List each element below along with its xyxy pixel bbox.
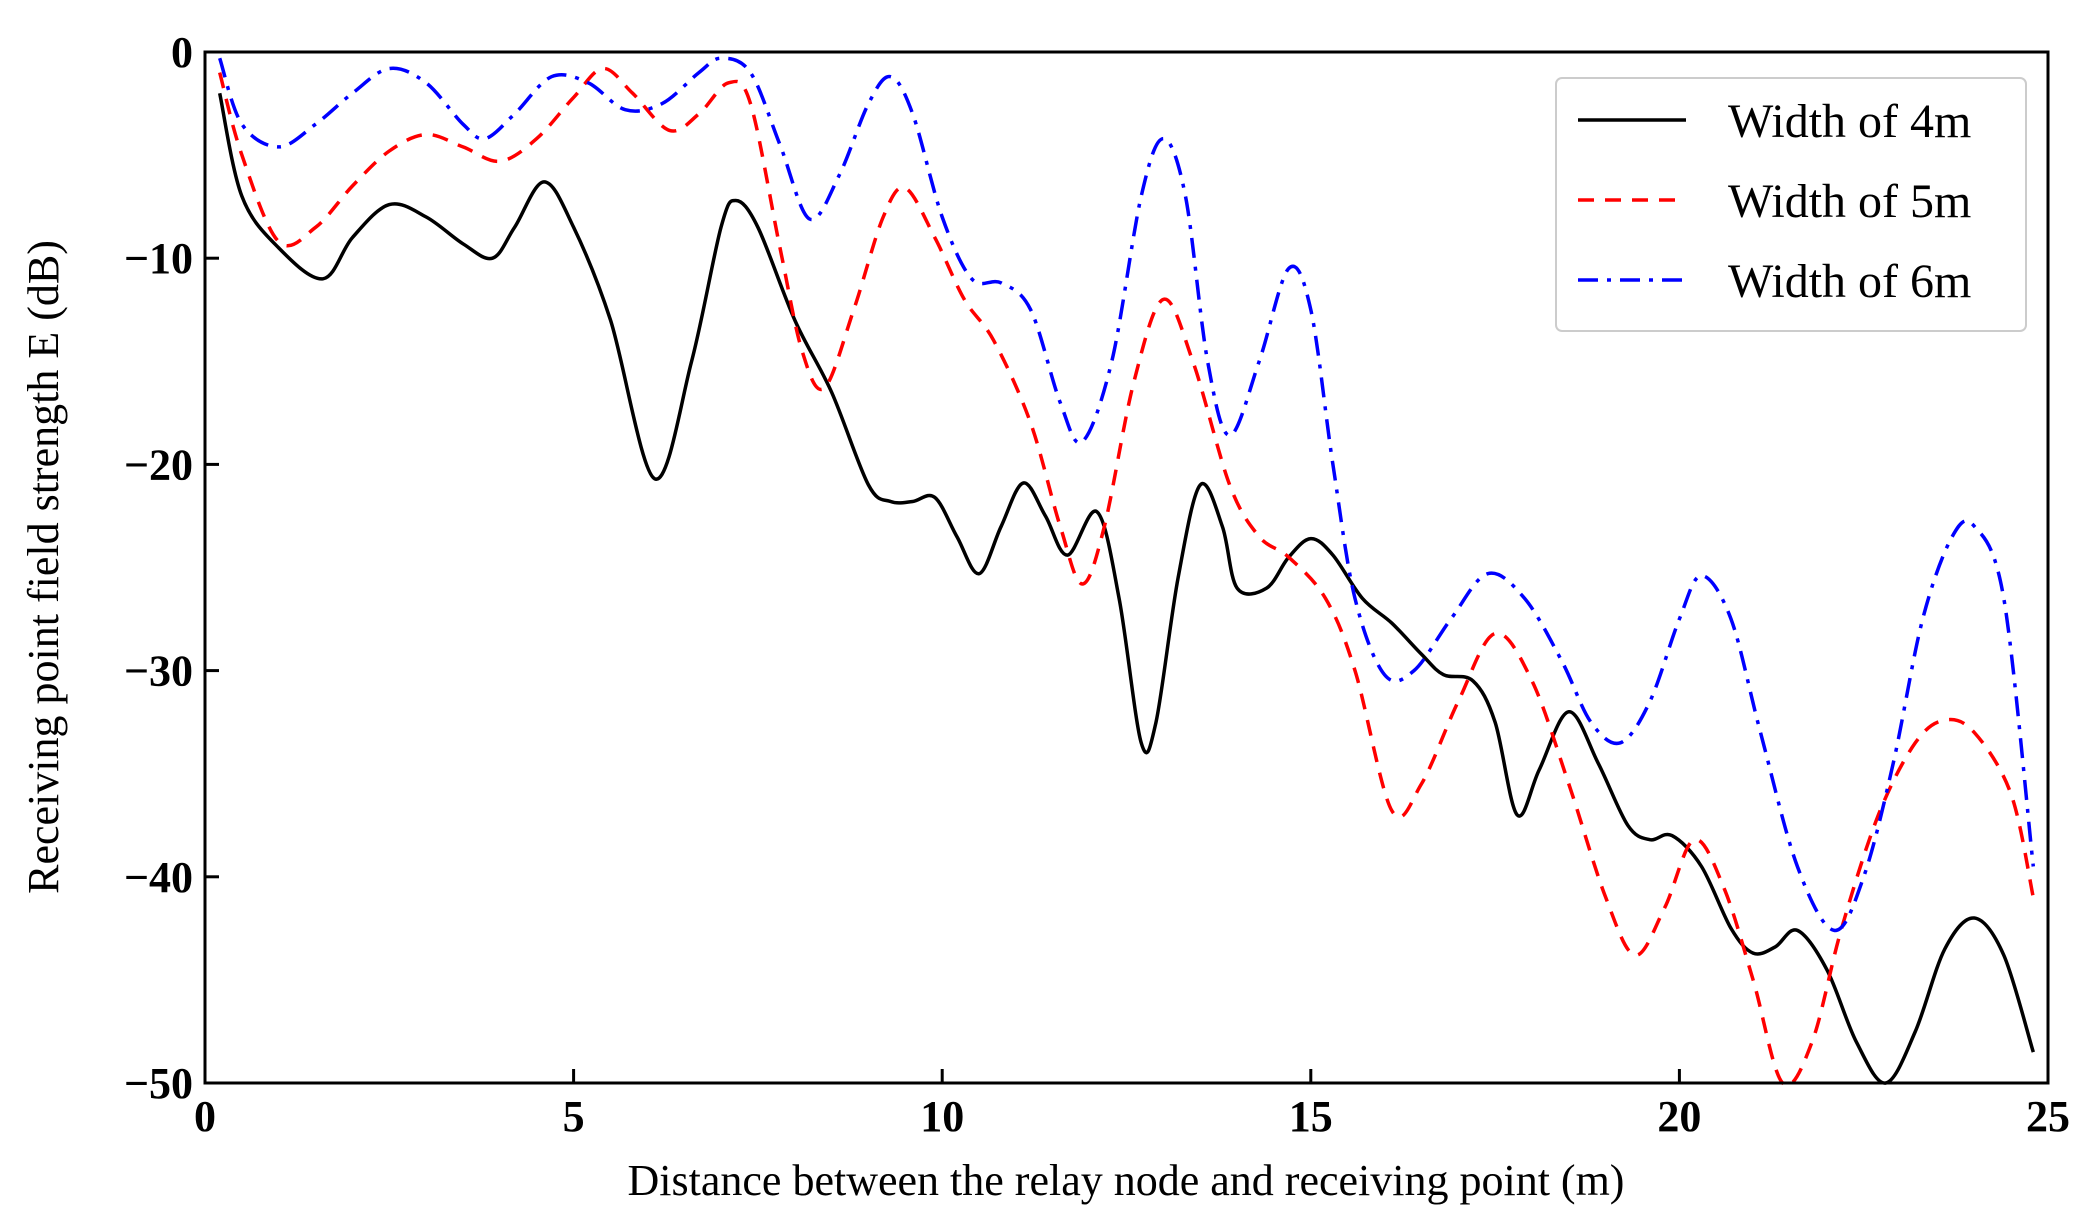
x-tick-label: 15 xyxy=(1289,1092,1333,1141)
x-tick-label: 25 xyxy=(2026,1092,2070,1141)
legend-label-3: Width of 6m xyxy=(1728,255,1971,308)
x-tick-label: 0 xyxy=(194,1092,216,1141)
legend-label-2: Width of 5m xyxy=(1728,175,1971,228)
y-tick-label: 0 xyxy=(171,28,193,77)
x-tick-label: 10 xyxy=(920,1092,964,1141)
legend-box xyxy=(1555,77,2027,332)
y-tick-label: −50 xyxy=(124,1059,193,1108)
x-tick-label: 20 xyxy=(1657,1092,1701,1141)
y-tick-label: −20 xyxy=(124,440,193,489)
y-tick-label: −30 xyxy=(124,647,193,696)
series-layer xyxy=(217,56,2036,1087)
y-tick-label: −10 xyxy=(124,234,193,283)
legend: Width of 4m Width of 5m Width of 6m xyxy=(1555,77,2027,332)
axes-layer: 0 5 10 15 20 25 0 −10 −20 −30 −40 −50 xyxy=(124,28,2070,1141)
y-axis-label: Receiving point field strength E (dB) xyxy=(19,240,68,894)
x-tick-label: 5 xyxy=(563,1092,585,1141)
series-line-1 xyxy=(217,92,2035,1085)
series-line-2 xyxy=(218,66,2036,1087)
y-tick-label: −40 xyxy=(124,853,193,902)
plot-frame xyxy=(203,50,2050,1085)
x-axis-label: Distance between the relay node and rece… xyxy=(628,1156,1625,1205)
legend-label-1: Width of 4m xyxy=(1728,95,1971,148)
series-line-3 xyxy=(218,56,2036,933)
